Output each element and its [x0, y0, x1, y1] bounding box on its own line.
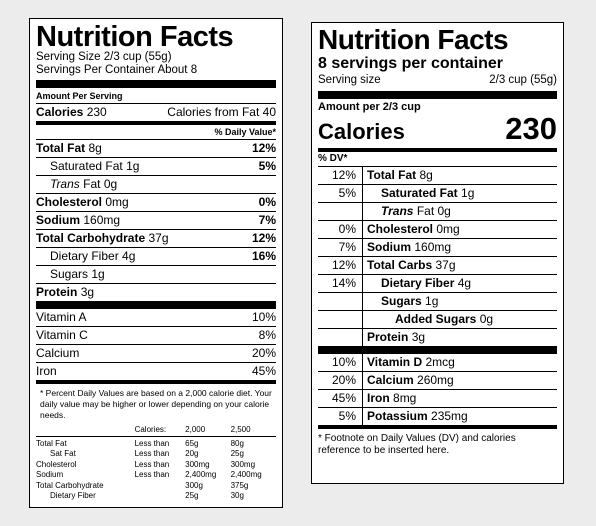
vitamin-row-a: Vitamin A 10% — [36, 310, 276, 324]
nutrient-row-sodium: 7% Sodium 160mg — [318, 238, 557, 256]
calories-value: 230 — [86, 105, 107, 119]
nutrient-row-trans-fat: Trans Fat 0g — [50, 177, 118, 191]
mineral-row-potassium: 5% Potassium 235mg — [318, 407, 557, 425]
nutrient-row-sugars: Sugars 1g — [50, 267, 105, 281]
table-row: Sat Fat Less than 20g 25g — [50, 449, 244, 458]
nutrient-row-total-carbohydrate: Total Carbohydrate 37g 12% — [36, 231, 276, 245]
daily-value-header: % Daily Value* — [214, 127, 276, 137]
footnote: * Percent Daily Values are based on a 2,… — [40, 388, 272, 420]
calories-from-fat: Calories from Fat 40 — [167, 105, 276, 119]
nutrient-row-added-sugars: Added Sugars 0g — [318, 310, 557, 328]
servings-per-container: Servings Per Container About 8 — [36, 64, 198, 76]
nutrient-row-cholesterol: 0% Cholesterol 0mg — [318, 220, 557, 238]
serving-size-row: Serving size 2/3 cup (55g) — [318, 74, 557, 86]
divider — [36, 121, 276, 125]
divider — [36, 80, 276, 88]
nutrient-row-dietary-fiber: 14% Dietary Fiber 4g — [318, 274, 557, 292]
mineral-row-calcium: Calcium 20% — [36, 346, 276, 360]
nutrient-row-dietary-fiber: Dietary Fiber 4g 16% — [50, 249, 276, 263]
label-title: Nutrition Facts — [36, 21, 234, 53]
current-nutrition-label: Nutrition Facts Serving Size 2/3 cup (55… — [29, 18, 283, 508]
nutrient-row-sugars: Sugars 1g — [318, 292, 557, 310]
servings-per-container: 8 servings per container — [318, 55, 503, 72]
table-row: Dietary Fiber 25g 30g — [50, 491, 244, 500]
proposed-nutrition-label: Nutrition Facts 8 servings per container… — [311, 22, 564, 484]
calories-label: Calories — [36, 105, 84, 119]
serving-size: Serving Size 2/3 cup (55g) — [36, 51, 172, 63]
table-row: Total Carbohydrate 300g 375g — [36, 480, 249, 490]
nutrient-row-total-carbs: 12% Total Carbs 37g — [318, 256, 557, 274]
table-row: Cholesterol Less than 300mg 300mg — [36, 459, 256, 469]
nutrient-row-protein: Protein 3g — [318, 328, 557, 346]
daily-value-header: % DV* — [318, 153, 348, 164]
mineral-row-iron: 45% Iron 8mg — [318, 389, 557, 407]
calories-label: Calories — [318, 119, 405, 144]
nutrient-row-cholesterol: Cholesterol 0mg 0% — [36, 195, 276, 209]
calories-row: Calories 230 — [318, 113, 557, 145]
divider — [36, 103, 276, 104]
daily-values-table: Calories: 2,000 2,500 Total Fat Less than… — [36, 425, 276, 502]
nutrient-row-saturated-fat: 5% Saturated Fat 1g — [318, 184, 557, 202]
table-row: Total Fat Less than 65g 80g — [36, 438, 244, 448]
vitamin-row-c: Vitamin C 8% — [36, 328, 276, 342]
amount-per-serving: Amount Per Serving — [36, 91, 123, 101]
calories-value: 230 — [505, 111, 557, 146]
mineral-row-iron: Iron 45% — [36, 364, 276, 378]
nutrient-row-sodium: Sodium 160mg 7% — [36, 213, 276, 227]
nutrient-row-protein: Protein 3g — [36, 285, 95, 299]
nutrient-row-trans-fat: Trans Fat 0g — [318, 202, 557, 220]
table-row: Sodium Less than 2,400mg 2,400mg — [36, 470, 262, 479]
mineral-row-calcium: 20% Calcium 260mg — [318, 371, 557, 389]
footnote: * Footnote on Daily Values (DV) and calo… — [318, 433, 516, 456]
nutrient-row-total-fat: 12% Total Fat 8g — [318, 166, 557, 184]
label-title: Nutrition Facts — [318, 24, 509, 55]
vitamin-row-d: 10% Vitamin D 2mcg — [318, 354, 557, 371]
nutrient-row-saturated-fat: Saturated Fat 1g 5% — [50, 159, 276, 173]
amount-per: Amount per 2/3 cup — [318, 101, 421, 113]
calories-row: Calories 230 Calories from Fat 40 — [36, 104, 276, 121]
nutrient-row-total-fat: Total Fat 8g 12% — [36, 141, 276, 155]
